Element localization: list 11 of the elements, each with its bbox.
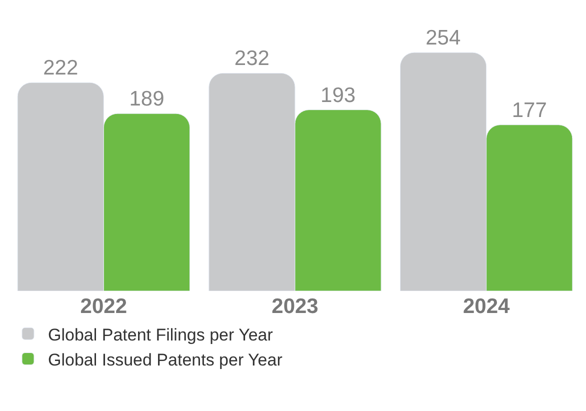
data-label: 232 bbox=[234, 47, 270, 70]
data-label: 177 bbox=[512, 98, 547, 122]
x-tick-label: 2024 bbox=[462, 295, 510, 318]
data-label: 254 bbox=[426, 26, 461, 50]
x-tick-label: 2023 bbox=[272, 295, 318, 318]
data-label: 193 bbox=[320, 84, 356, 107]
x-tick-label: 2022 bbox=[80, 295, 128, 318]
data-label: 222 bbox=[43, 56, 78, 80]
legend-label: Global Patent Filings per Year bbox=[48, 325, 274, 344]
data-label: 189 bbox=[129, 88, 164, 111]
legend-label: Global Issued Patents per Year bbox=[48, 350, 283, 370]
